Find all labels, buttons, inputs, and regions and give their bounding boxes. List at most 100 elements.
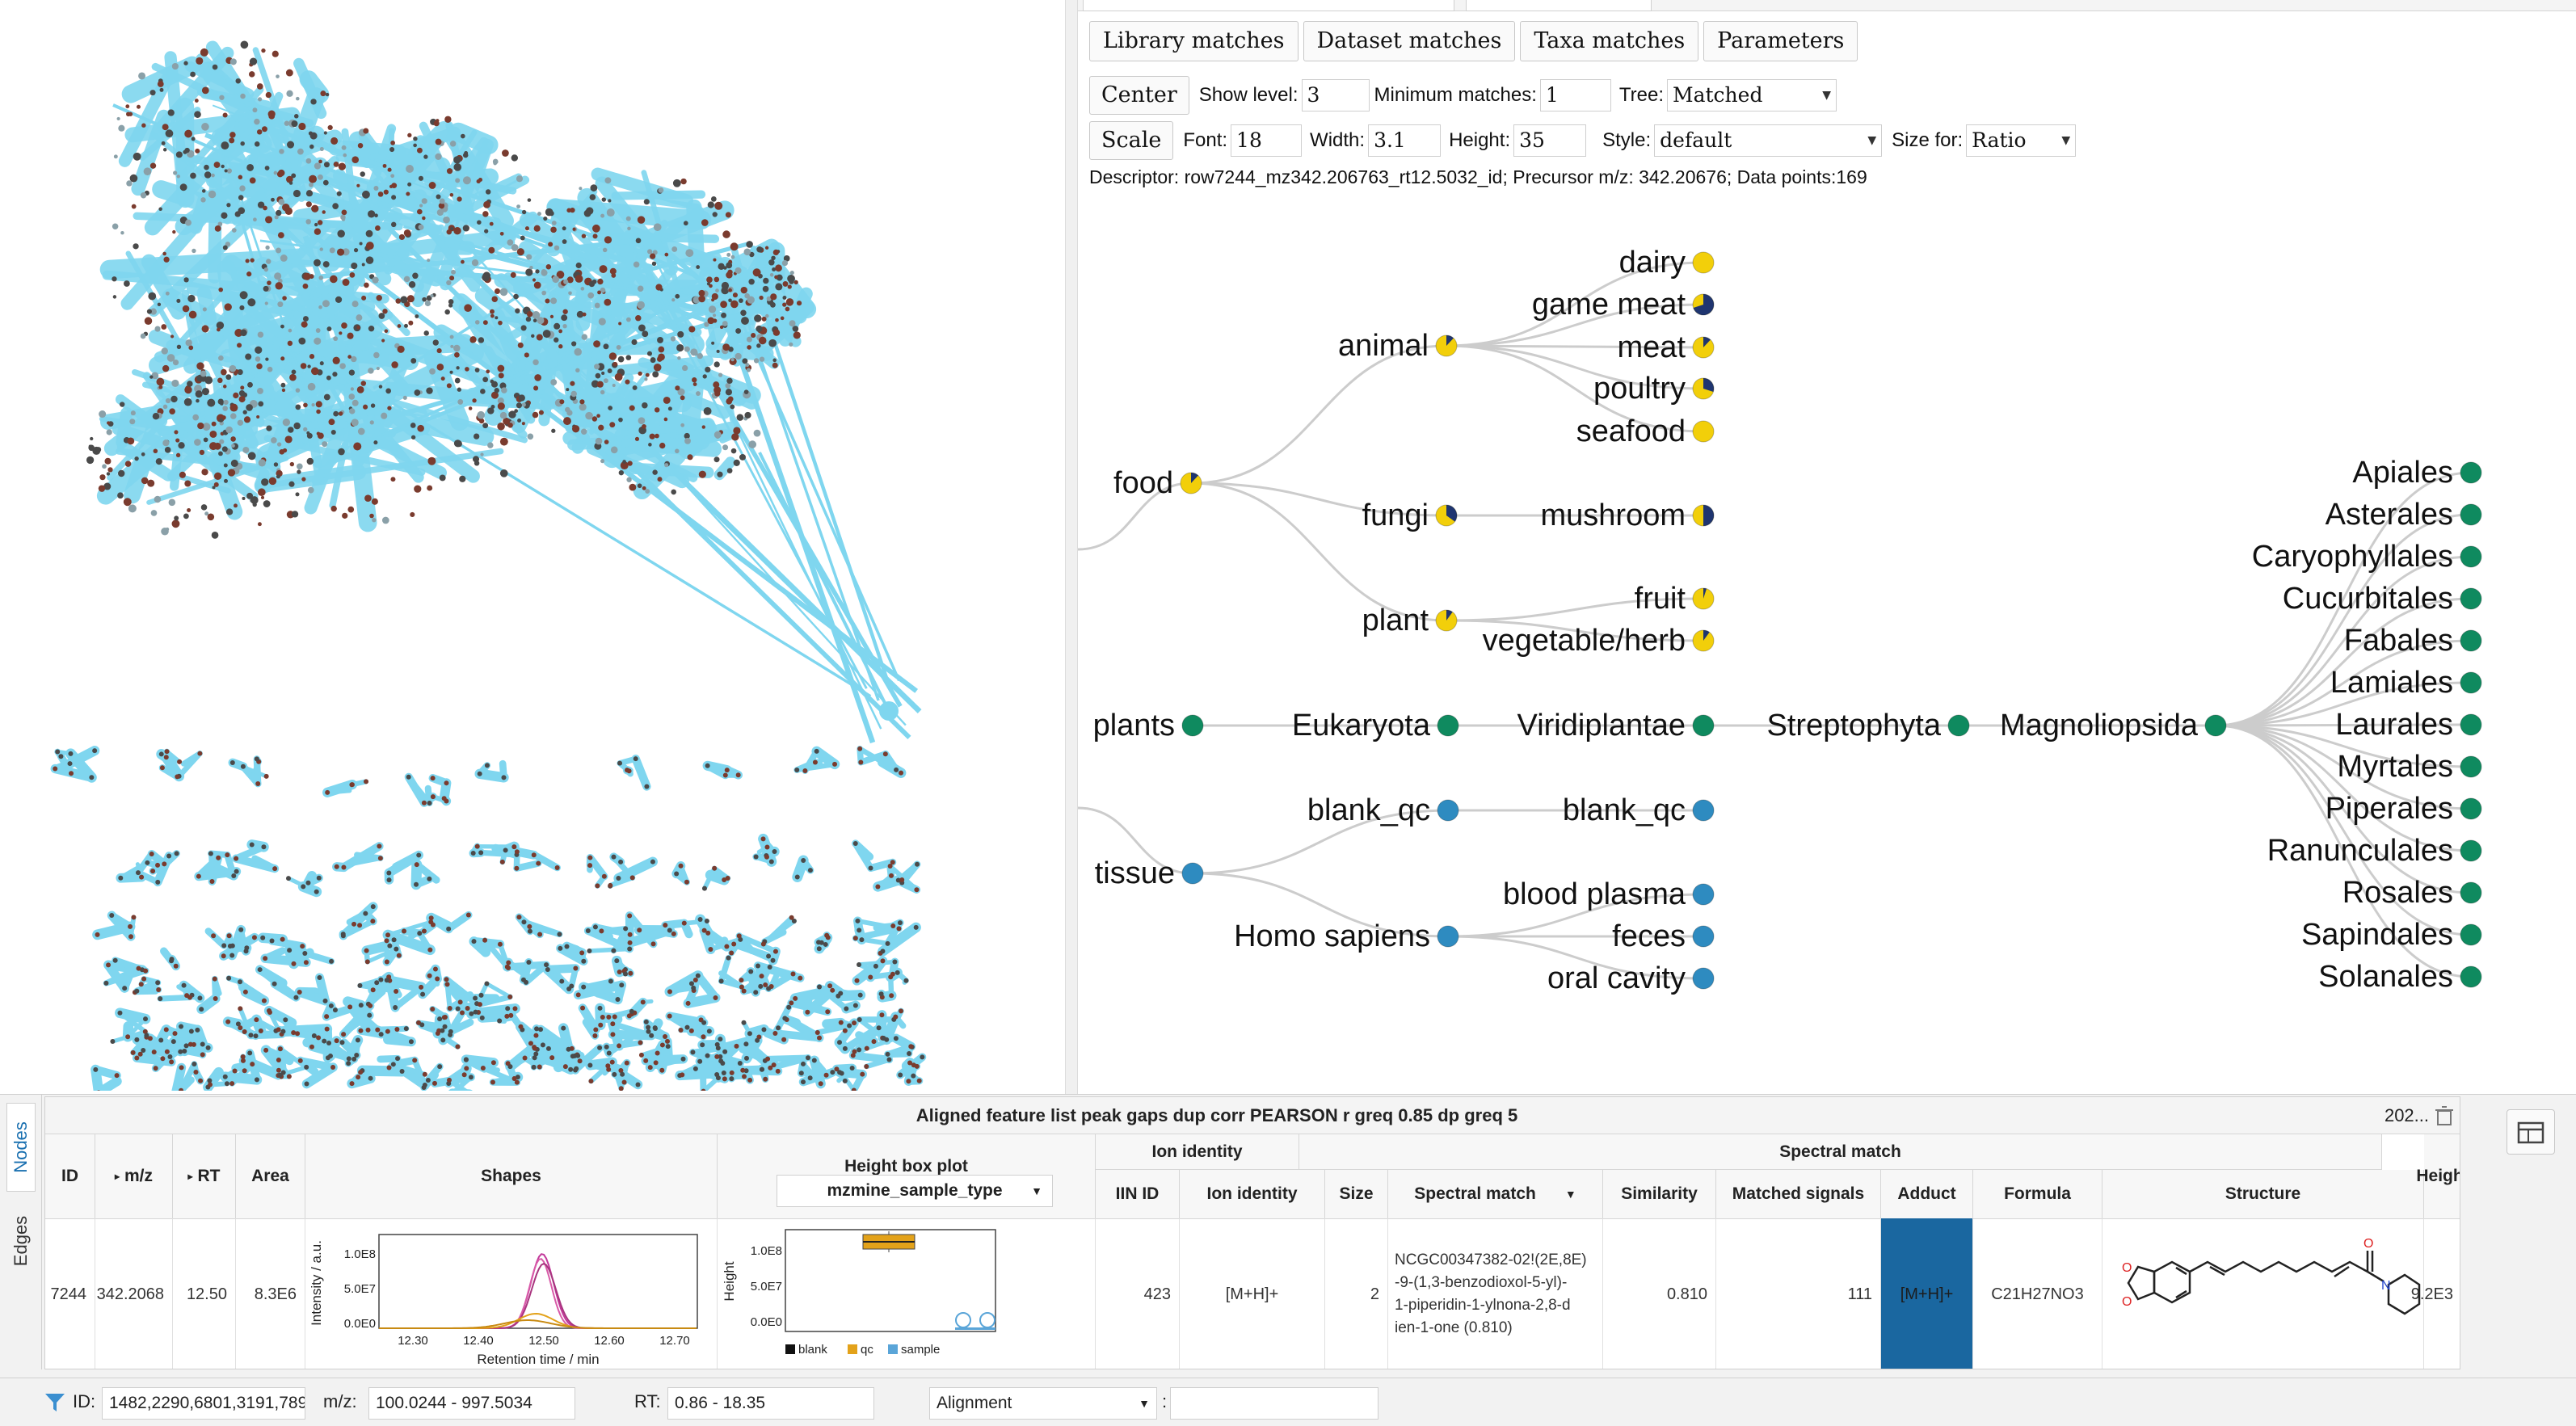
tab-library-matches[interactable]: Library matches — [1089, 21, 1299, 61]
cell-spectral-match[interactable]: NCGC00347382-02!(2E,8E) -9-(1,3-benzodio… — [1388, 1218, 1603, 1369]
tree-node-mushroom[interactable] — [1692, 504, 1715, 527]
tree-node-order[interactable] — [2460, 713, 2482, 736]
tree-node-feces[interactable] — [1692, 925, 1715, 948]
tree-node-animal[interactable] — [1435, 334, 1458, 357]
tree-node-vegetable-herb[interactable] — [1692, 629, 1715, 652]
tree-node-tissue[interactable] — [1181, 862, 1204, 885]
tree-node-order[interactable] — [2460, 797, 2482, 820]
tree-node-order[interactable] — [2460, 461, 2482, 484]
style-select[interactable]: default ▼ — [1654, 124, 1883, 157]
tree-node-order[interactable] — [2460, 881, 2482, 904]
column-header-iin-id[interactable]: IIN ID — [1096, 1170, 1180, 1218]
tree-node-plants[interactable] — [1181, 714, 1204, 737]
cell-ion-identity[interactable]: [M+H]+ — [1180, 1218, 1325, 1369]
tree-node-blood-plasma[interactable] — [1692, 883, 1715, 906]
tree-node-eukaryota[interactable] — [1437, 714, 1459, 737]
tree-node-order[interactable] — [2460, 629, 2482, 652]
tree-select[interactable]: Matched ▼ — [1667, 79, 1837, 111]
shapes-peak-sample — [378, 1253, 697, 1329]
column-header-structure[interactable]: Structure — [2102, 1170, 2424, 1218]
column-header-area[interactable]: Area — [236, 1134, 305, 1218]
tree-node-fungi[interactable] — [1435, 504, 1458, 527]
tree-node-viridiplantae[interactable] — [1692, 714, 1715, 737]
cell-size[interactable]: 2 — [1325, 1218, 1388, 1369]
tree-node-order[interactable] — [2460, 839, 2482, 862]
cell-similarity[interactable]: 0.810 — [1603, 1218, 1716, 1369]
tree-node-poultry[interactable] — [1692, 377, 1715, 400]
column-header-mz[interactable]: ▸ m/z — [95, 1134, 173, 1218]
split-pane-divider[interactable] — [1065, 0, 1078, 1094]
filter-mz-input[interactable]: 100.0244 - 997.5034 — [368, 1387, 575, 1420]
tree-node-plant[interactable] — [1435, 609, 1458, 632]
column-header-id[interactable]: ID — [45, 1134, 95, 1218]
tree-node-blank-qc-1[interactable] — [1437, 799, 1459, 822]
cell-mz[interactable]: 342.2068 — [95, 1218, 173, 1369]
tree-node-order[interactable] — [2460, 671, 2482, 694]
column-header-spectral-match[interactable]: Spectral match ▼ — [1388, 1170, 1603, 1218]
cell-rt[interactable]: 12.50 — [173, 1218, 236, 1369]
show-level-input[interactable]: 3 — [1301, 79, 1370, 111]
filter-alignment-select[interactable]: Alignment ▼ — [929, 1387, 1157, 1420]
cell-height[interactable]: 9.2E3 — [2410, 1285, 2453, 1303]
width-input[interactable]: 3.1 — [1368, 124, 1442, 157]
center-button[interactable]: Center — [1089, 76, 1189, 115]
top-tab-stub[interactable] — [1466, 0, 1652, 11]
column-header-rt[interactable]: ▸ RT — [173, 1134, 236, 1218]
cell-iin-id[interactable]: 423 — [1096, 1218, 1180, 1369]
filter-id-input[interactable]: 1482,2290,6801,3191,789 — [102, 1387, 305, 1420]
trash-icon[interactable] — [2432, 1104, 2456, 1128]
tree-node-order[interactable] — [2460, 503, 2482, 526]
filter-text-input[interactable] — [1170, 1387, 1378, 1420]
size-for-select[interactable]: Ratio ▼ — [1966, 124, 2077, 157]
tab-parameters[interactable]: Parameters — [1703, 21, 1858, 61]
taxa-tree-diagram[interactable]: food animal fungi plant dairy game meat meat po… — [1078, 202, 2576, 1010]
tree-node-fruit[interactable] — [1692, 587, 1715, 610]
tree-node-magnoliopsida[interactable] — [2204, 714, 2227, 737]
filter-rt-input[interactable]: 0.86 - 18.35 — [667, 1387, 874, 1420]
cell-formula[interactable]: C21H27NO3 — [1973, 1218, 2102, 1369]
cell-matched-signals[interactable]: 111 — [1716, 1218, 1881, 1369]
cell-id[interactable]: 7244 — [45, 1218, 95, 1369]
scale-button[interactable]: Scale — [1089, 121, 1174, 160]
filter-icon[interactable] — [44, 1391, 66, 1414]
column-header-formula[interactable]: Formula — [1973, 1170, 2102, 1218]
tree-node-streptophyta[interactable] — [1947, 714, 1970, 737]
network-canvas[interactable] — [0, 0, 1065, 1091]
table-settings-button[interactable] — [2507, 1109, 2555, 1155]
tree-node-food[interactable] — [1180, 472, 1202, 494]
cell-height-box-plot[interactable]: Height 1.0E8 5.0E7 0.0E0 blank qc sample — [718, 1218, 1096, 1369]
tab-dataset-matches[interactable]: Dataset matches — [1303, 21, 1516, 61]
cell-structure[interactable]: O O O N — [2102, 1218, 2424, 1369]
minimum-matches-input[interactable]: 1 — [1539, 79, 1611, 111]
tree-node-order[interactable] — [2460, 587, 2482, 610]
tree-node-order[interactable] — [2460, 923, 2482, 946]
top-tab-stub[interactable] — [1083, 0, 1454, 11]
molecular-network-graph[interactable] — [0, 0, 1065, 1091]
column-header-adduct[interactable]: Adduct — [1881, 1170, 1973, 1218]
tree-node-order[interactable] — [2460, 965, 2482, 988]
tree-node-order[interactable] — [2460, 755, 2482, 778]
tree-node-meat[interactable] — [1692, 336, 1715, 359]
column-header-similarity[interactable]: Similarity — [1603, 1170, 1716, 1218]
tree-node-oral-cavity[interactable] — [1692, 967, 1715, 990]
column-header-shapes[interactable]: Shapes — [305, 1134, 718, 1218]
tree-node-blank-qc-2[interactable] — [1692, 799, 1715, 822]
column-header-size[interactable]: Size — [1325, 1170, 1388, 1218]
tree-node-game-meat[interactable] — [1692, 293, 1715, 316]
column-header-matched-signals[interactable]: Matched signals — [1716, 1170, 1881, 1218]
column-header-height[interactable]: Height — [2416, 1134, 2460, 1218]
tab-taxa-matches[interactable]: Taxa matches — [1520, 21, 1699, 61]
cell-shapes[interactable]: Intensity / a.u. 1.0E8 5.0E7 0.0E0 12.30 12.4… — [305, 1218, 718, 1369]
tab-nodes[interactable]: Nodes — [6, 1103, 36, 1192]
tree-node-dairy[interactable] — [1692, 251, 1715, 274]
tree-node-order[interactable] — [2460, 545, 2482, 568]
tree-node-seafood[interactable] — [1692, 420, 1715, 443]
cell-adduct[interactable]: [M+H]+ — [1881, 1218, 1973, 1369]
cell-area[interactable]: 8.3E6 — [236, 1218, 305, 1369]
tree-node-homo-sapiens[interactable] — [1437, 925, 1459, 948]
column-header-ion-identity[interactable]: Ion identity — [1180, 1170, 1325, 1218]
tab-edges[interactable]: Edges — [6, 1197, 36, 1285]
sample-type-select[interactable]: mzmine_sample_type ▼ — [777, 1175, 1053, 1207]
font-size-input[interactable]: 18 — [1231, 124, 1303, 157]
height-input[interactable]: 35 — [1513, 124, 1587, 157]
